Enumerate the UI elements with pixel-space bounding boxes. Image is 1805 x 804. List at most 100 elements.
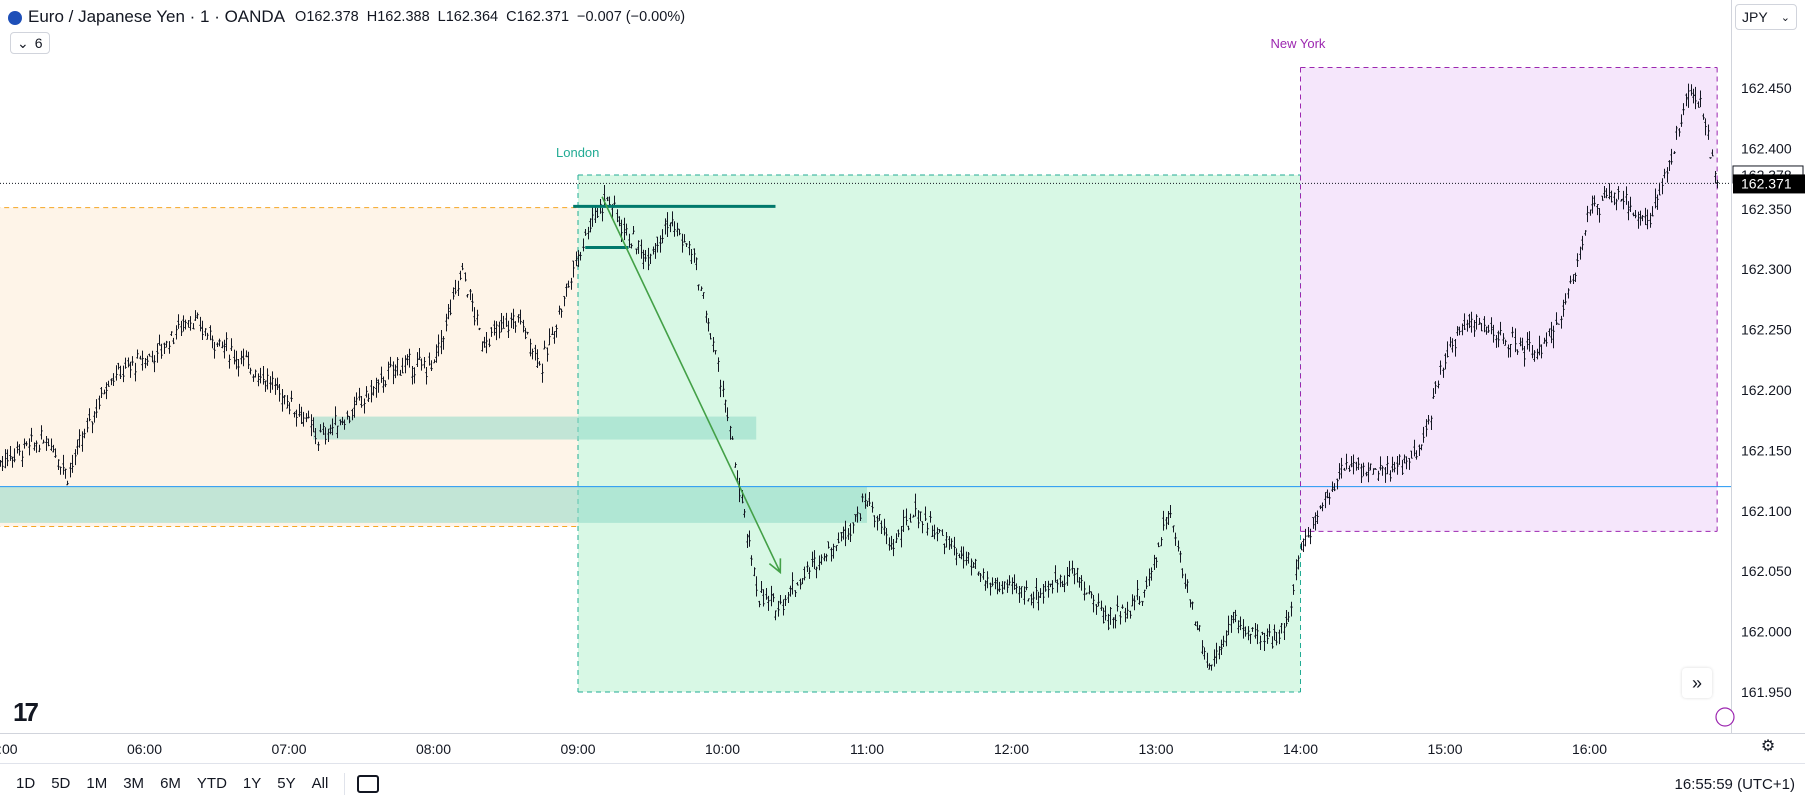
gear-icon[interactable]: ⚙	[1760, 738, 1776, 755]
clock-readout[interactable]: 16:55:59 (UTC+1)	[1674, 775, 1795, 793]
candle	[558, 305, 561, 315]
candle	[392, 361, 395, 385]
candle	[909, 513, 912, 523]
candle	[1502, 333, 1505, 345]
tradingview-logo-icon[interactable]: 17	[13, 697, 39, 727]
candle	[799, 578, 802, 590]
candle	[334, 406, 337, 426]
candle	[755, 576, 758, 597]
range-5y-button[interactable]: 5Y	[277, 775, 296, 792]
candle	[1220, 639, 1223, 656]
candle	[148, 353, 151, 357]
candle	[184, 319, 187, 330]
demand-zone-zone-3	[313, 416, 757, 440]
currency-select[interactable]: JPY ⌄	[1735, 4, 1797, 30]
change-value: −0.007 (−0.00%)	[577, 9, 686, 25]
candle	[958, 553, 961, 559]
candle	[1523, 346, 1526, 367]
candle	[194, 310, 197, 321]
candle	[601, 208, 604, 222]
candle	[163, 342, 166, 354]
calendar-icon[interactable]	[357, 774, 380, 793]
scroll-to-realtime-button[interactable]: »	[1682, 668, 1712, 698]
trend-arrow-head	[768, 558, 782, 575]
candle	[883, 518, 886, 536]
candle	[25, 441, 28, 447]
candle	[1092, 594, 1095, 613]
candle	[1490, 317, 1493, 335]
candle	[1, 455, 4, 472]
candle	[1519, 337, 1522, 347]
candle	[1309, 528, 1312, 545]
chevron-down-icon: ⌄	[17, 34, 29, 51]
candle	[697, 284, 700, 291]
candle	[131, 356, 134, 366]
chevron-down-icon: ⌄	[1780, 11, 1790, 24]
candle	[1008, 575, 1011, 586]
candle	[524, 327, 527, 340]
time-tick-label: 05:00	[0, 741, 18, 757]
candle	[1379, 456, 1382, 471]
candle	[71, 454, 74, 473]
candle	[840, 532, 843, 542]
candle	[189, 316, 192, 331]
candle	[124, 357, 127, 369]
candle	[1338, 463, 1341, 480]
candle	[372, 386, 375, 396]
candle	[331, 418, 334, 436]
symbol-title[interactable]: Euro / Japanese Yen · 1 · OANDA	[28, 7, 286, 26]
candle	[803, 566, 806, 581]
candle	[310, 414, 313, 437]
candle	[1478, 317, 1481, 325]
candle	[977, 571, 980, 576]
candle	[666, 212, 669, 237]
candle	[230, 338, 233, 351]
candle	[905, 508, 908, 526]
candle	[782, 599, 785, 616]
candle	[1548, 328, 1551, 337]
candle	[933, 524, 936, 540]
candle	[844, 520, 847, 547]
range-1m-button[interactable]: 1M	[86, 775, 108, 792]
candle	[1610, 190, 1613, 203]
range-all-button[interactable]: All	[311, 775, 329, 792]
candle	[346, 410, 349, 420]
candle	[847, 528, 850, 540]
candle	[1420, 444, 1423, 451]
indicators-toggle-button[interactable]: ⌄ 6	[10, 32, 50, 54]
range-1y-button[interactable]: 1Y	[242, 775, 262, 792]
candle	[1059, 574, 1062, 588]
candle	[469, 289, 472, 301]
candle	[1666, 167, 1669, 183]
candle	[1704, 118, 1707, 136]
range-6m-button[interactable]: 6M	[160, 775, 181, 792]
candle	[1268, 624, 1271, 637]
range-3m-button[interactable]: 3M	[123, 775, 145, 792]
candle	[1023, 586, 1026, 605]
candle	[659, 235, 662, 253]
candle	[1473, 319, 1476, 337]
candle	[445, 313, 448, 332]
range-1d-button[interactable]: 1D	[16, 775, 36, 792]
candle	[16, 441, 19, 454]
candle	[772, 593, 775, 603]
range-ytd-button[interactable]: YTD	[196, 775, 227, 792]
candle	[1560, 315, 1563, 329]
candle	[464, 272, 467, 282]
close-value: C162.371	[506, 9, 570, 25]
candle	[1112, 617, 1115, 629]
candle	[1425, 419, 1428, 437]
candle	[1119, 611, 1122, 625]
candle	[856, 506, 859, 523]
candle	[873, 515, 876, 528]
price-tick-label: 162.400	[1741, 140, 1792, 156]
range-5d-button[interactable]: 5D	[51, 775, 71, 792]
candle	[418, 348, 421, 360]
high-value: H162.388	[366, 9, 430, 25]
candle	[247, 351, 250, 370]
candle	[1179, 550, 1182, 563]
candle	[327, 428, 330, 442]
candle	[52, 444, 55, 453]
candle	[531, 348, 534, 360]
